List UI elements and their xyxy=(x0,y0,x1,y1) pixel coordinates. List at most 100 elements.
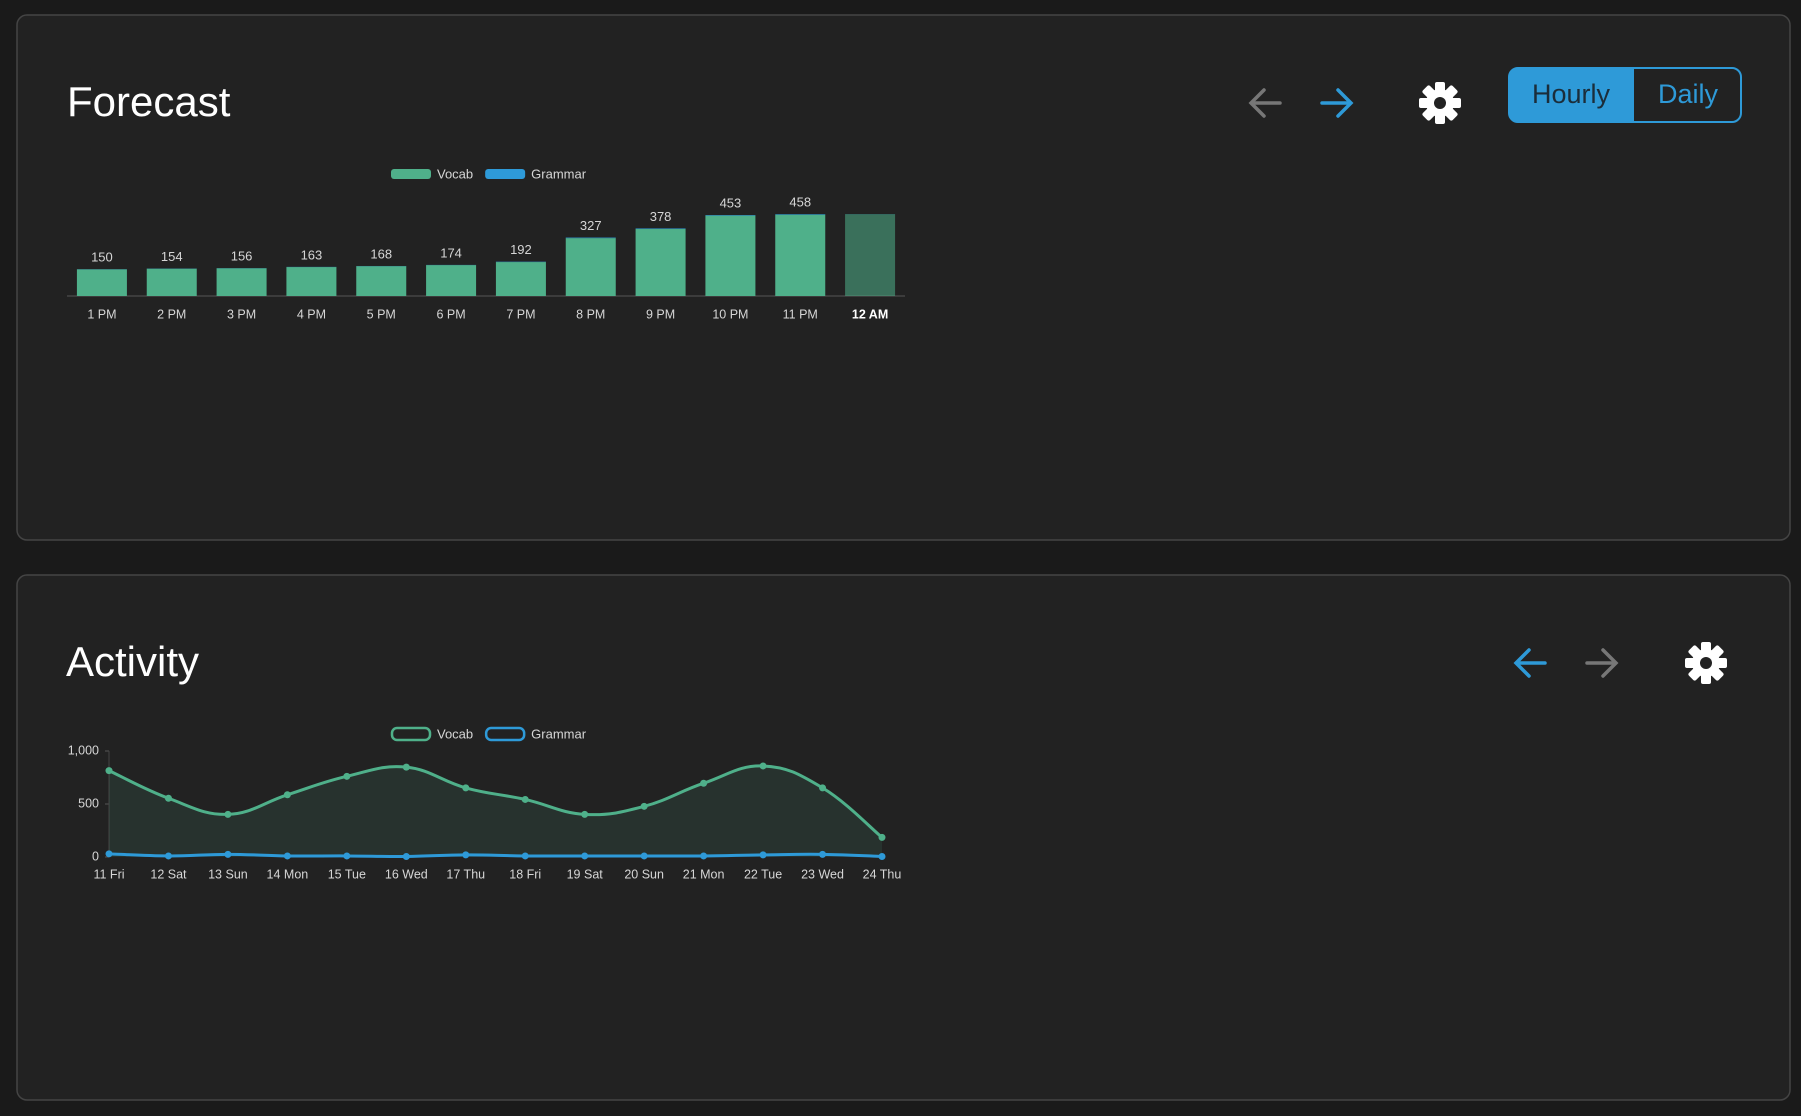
data-point xyxy=(402,852,410,860)
arrow-right[interactable] xyxy=(1320,88,1354,118)
legend-label: Vocab xyxy=(437,726,473,741)
legend-swatch xyxy=(484,726,526,742)
legend-swatch xyxy=(485,169,526,179)
panel-title: Activity xyxy=(66,638,199,685)
data-point xyxy=(700,852,708,860)
x-tick-label: 15 Tue xyxy=(328,867,366,881)
legend-label: Grammar xyxy=(531,166,587,181)
x-tick-label: 12 Sat xyxy=(150,867,187,881)
activity-panel xyxy=(16,574,1791,1101)
data-point xyxy=(521,795,529,803)
bar-segment xyxy=(565,237,616,239)
arrow-right[interactable] xyxy=(1585,648,1619,678)
range-toggle[interactable]: Hourly Daily xyxy=(1508,67,1742,123)
data-point xyxy=(164,852,172,860)
bar-segment xyxy=(426,265,477,296)
prev-button[interactable] xyxy=(1513,648,1547,678)
bar-segment xyxy=(705,215,756,296)
x-tick-label: 13 Sun xyxy=(208,867,248,881)
gear-hole[interactable] xyxy=(1700,657,1712,669)
x-tick-label: 9 PM xyxy=(646,307,675,321)
data-label: 192 xyxy=(510,242,532,257)
data-label: 378 xyxy=(650,209,672,224)
next-button[interactable] xyxy=(1585,648,1619,678)
data-label: 458 xyxy=(789,195,811,210)
data-point xyxy=(878,833,886,841)
data-point xyxy=(462,784,470,792)
data-point xyxy=(224,810,232,818)
bar-segment xyxy=(775,214,826,296)
x-tick-label: 16 Wed xyxy=(385,867,428,881)
data-point xyxy=(283,791,291,799)
bar-segment xyxy=(565,238,616,296)
toggle-active[interactable] xyxy=(1509,68,1634,122)
x-tick-label: 5 PM xyxy=(367,307,396,321)
data-label: 453 xyxy=(720,196,742,211)
legend-label: Grammar xyxy=(531,726,587,741)
legend-swatch xyxy=(391,169,431,179)
x-tick-label: 11 PM xyxy=(783,307,818,321)
arrow-left[interactable] xyxy=(1513,648,1547,678)
data-point xyxy=(224,850,232,858)
toggle-daily[interactable]: Daily xyxy=(1658,79,1719,109)
series-area xyxy=(109,765,882,857)
data-point xyxy=(105,767,113,775)
next-button[interactable] xyxy=(1320,88,1354,118)
data-point xyxy=(283,852,291,860)
data-point xyxy=(700,779,708,787)
data-point xyxy=(581,810,589,818)
x-tick-label: 2 PM xyxy=(157,307,186,321)
data-point xyxy=(105,850,113,858)
y-tick-label: 0 xyxy=(92,849,99,863)
data-label: 150 xyxy=(91,250,113,265)
panel-title: Forecast xyxy=(67,78,231,125)
settings-button[interactable] xyxy=(1419,82,1461,124)
forecast-panel xyxy=(16,14,1791,541)
settings-button[interactable] xyxy=(1685,642,1727,684)
data-point xyxy=(878,852,886,860)
bar-segment xyxy=(76,269,127,296)
x-tick-label: 19 Sat xyxy=(567,867,604,881)
x-tick-label: 22 Tue xyxy=(744,867,782,881)
x-tick-label: 7 PM xyxy=(506,307,535,321)
bar-segment xyxy=(635,229,686,296)
x-tick-label: 10 PM xyxy=(712,307,748,321)
bar-segment xyxy=(635,228,686,230)
x-tick-label: 23 Wed xyxy=(801,867,844,881)
x-tick-label: 21 Mon xyxy=(683,867,725,881)
x-tick-label: 1 PM xyxy=(87,307,116,321)
data-label: 327 xyxy=(580,218,602,233)
bar-segment xyxy=(216,268,267,296)
x-tick-label: 8 PM xyxy=(576,307,605,321)
toggle-hourly[interactable]: Hourly xyxy=(1532,79,1611,109)
bar-segment xyxy=(775,214,826,215)
bar-segment xyxy=(495,262,546,296)
x-tick-label: 18 Fri xyxy=(509,867,541,881)
data-label: 154 xyxy=(161,249,183,264)
data-label: 163 xyxy=(301,247,323,262)
x-tick-label: 17 Thu xyxy=(446,867,485,881)
bar-segment xyxy=(146,268,197,296)
data-label: 174 xyxy=(440,245,462,260)
data-point xyxy=(343,852,351,860)
data-point xyxy=(521,852,529,860)
x-tick-label: 3 PM xyxy=(227,307,256,321)
prev-button[interactable] xyxy=(1248,88,1282,118)
arrow-left[interactable] xyxy=(1248,88,1282,118)
data-point xyxy=(640,802,648,810)
x-tick-label: 24 Thu xyxy=(863,867,902,881)
data-label: 156 xyxy=(231,249,253,264)
x-tick-label: 20 Sun xyxy=(624,867,664,881)
gear-hole[interactable] xyxy=(1434,97,1446,109)
data-point xyxy=(819,850,827,858)
data-point xyxy=(581,852,589,860)
legend-swatch xyxy=(390,726,432,742)
data-point xyxy=(462,851,470,859)
y-tick-label: 500 xyxy=(78,796,99,810)
bar-segment xyxy=(356,266,407,296)
data-point xyxy=(402,763,410,771)
bar-segment xyxy=(705,215,756,216)
bar-segment xyxy=(845,214,896,296)
